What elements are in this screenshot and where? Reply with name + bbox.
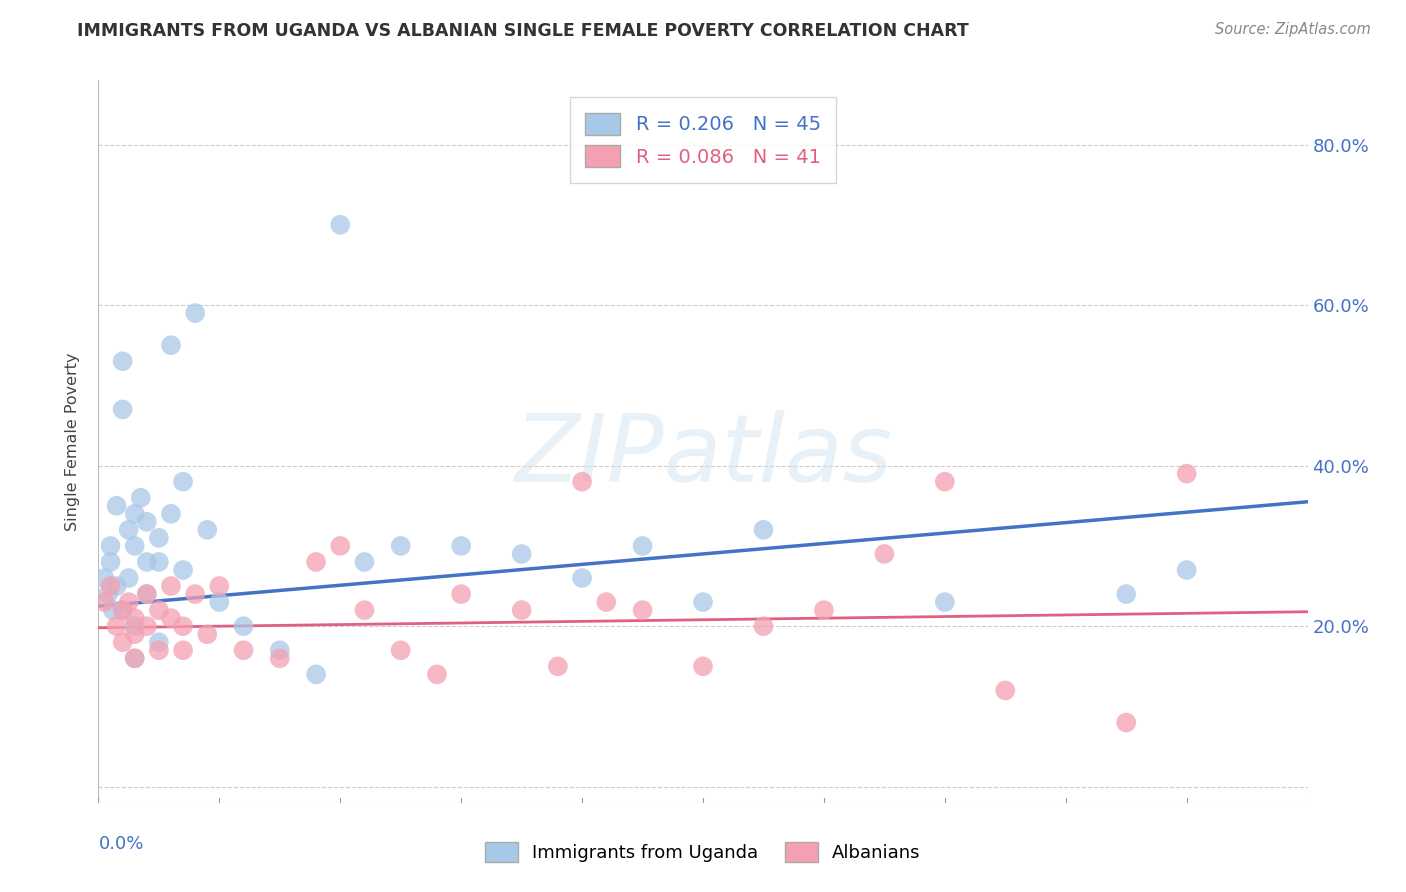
Point — [172, 563, 194, 577]
Point — [129, 491, 152, 505]
Point — [873, 547, 896, 561]
Point — [450, 539, 472, 553]
Point — [195, 627, 218, 641]
Point — [208, 579, 231, 593]
Point — [93, 571, 115, 585]
Point — [232, 643, 254, 657]
Text: IMMIGRANTS FROM UGANDA VS ALBANIAN SINGLE FEMALE POVERTY CORRELATION CHART: IMMIGRANTS FROM UGANDA VS ALBANIAN SINGL… — [77, 22, 969, 40]
Point — [111, 603, 134, 617]
Point — [118, 571, 141, 585]
Point — [353, 555, 375, 569]
Point — [111, 354, 134, 368]
Point — [148, 635, 170, 649]
Point — [752, 619, 775, 633]
Point — [118, 523, 141, 537]
Point — [135, 619, 157, 633]
Text: ZIPatlas: ZIPatlas — [515, 410, 891, 501]
Point — [692, 595, 714, 609]
Point — [97, 587, 120, 601]
Point — [124, 651, 146, 665]
Point — [208, 595, 231, 609]
Point — [269, 643, 291, 657]
Point — [124, 507, 146, 521]
Point — [571, 571, 593, 585]
Point — [111, 635, 134, 649]
Text: Source: ZipAtlas.com: Source: ZipAtlas.com — [1215, 22, 1371, 37]
Point — [172, 643, 194, 657]
Point — [135, 555, 157, 569]
Point — [934, 595, 956, 609]
Point — [353, 603, 375, 617]
Point — [100, 555, 122, 569]
Point — [100, 579, 122, 593]
Point — [1175, 467, 1198, 481]
Point — [692, 659, 714, 673]
Point — [172, 619, 194, 633]
Point — [124, 627, 146, 641]
Point — [752, 523, 775, 537]
Point — [160, 579, 183, 593]
Point — [160, 338, 183, 352]
Point — [101, 603, 124, 617]
Point — [305, 555, 328, 569]
Point — [124, 619, 146, 633]
Point — [100, 539, 122, 553]
Point — [105, 499, 128, 513]
Point — [595, 595, 617, 609]
Point — [111, 402, 134, 417]
Point — [329, 539, 352, 553]
Point — [118, 595, 141, 609]
Point — [1175, 563, 1198, 577]
Point — [124, 651, 146, 665]
Point — [813, 603, 835, 617]
Point — [105, 579, 128, 593]
Point — [389, 643, 412, 657]
Point — [124, 539, 146, 553]
Point — [450, 587, 472, 601]
Text: 0.0%: 0.0% — [98, 835, 143, 854]
Point — [124, 611, 146, 625]
Point — [389, 539, 412, 553]
Point — [426, 667, 449, 681]
Point — [195, 523, 218, 537]
Point — [160, 507, 183, 521]
Point — [148, 643, 170, 657]
Point — [994, 683, 1017, 698]
Point — [510, 603, 533, 617]
Point — [269, 651, 291, 665]
Point — [135, 587, 157, 601]
Point — [329, 218, 352, 232]
Point — [172, 475, 194, 489]
Point — [184, 306, 207, 320]
Point — [631, 603, 654, 617]
Point — [148, 555, 170, 569]
Point — [305, 667, 328, 681]
Legend: R = 0.206   N = 45, R = 0.086   N = 41: R = 0.206 N = 45, R = 0.086 N = 41 — [569, 97, 837, 183]
Point — [184, 587, 207, 601]
Point — [232, 619, 254, 633]
Point — [135, 515, 157, 529]
Point — [160, 611, 183, 625]
Point — [148, 603, 170, 617]
Point — [148, 531, 170, 545]
Point — [93, 595, 115, 609]
Point — [934, 475, 956, 489]
Point — [111, 603, 134, 617]
Point — [135, 587, 157, 601]
Point — [510, 547, 533, 561]
Legend: Immigrants from Uganda, Albanians: Immigrants from Uganda, Albanians — [478, 834, 928, 870]
Point — [571, 475, 593, 489]
Y-axis label: Single Female Poverty: Single Female Poverty — [65, 352, 80, 531]
Point — [631, 539, 654, 553]
Point — [547, 659, 569, 673]
Point — [1115, 587, 1137, 601]
Point — [105, 619, 128, 633]
Point — [1115, 715, 1137, 730]
